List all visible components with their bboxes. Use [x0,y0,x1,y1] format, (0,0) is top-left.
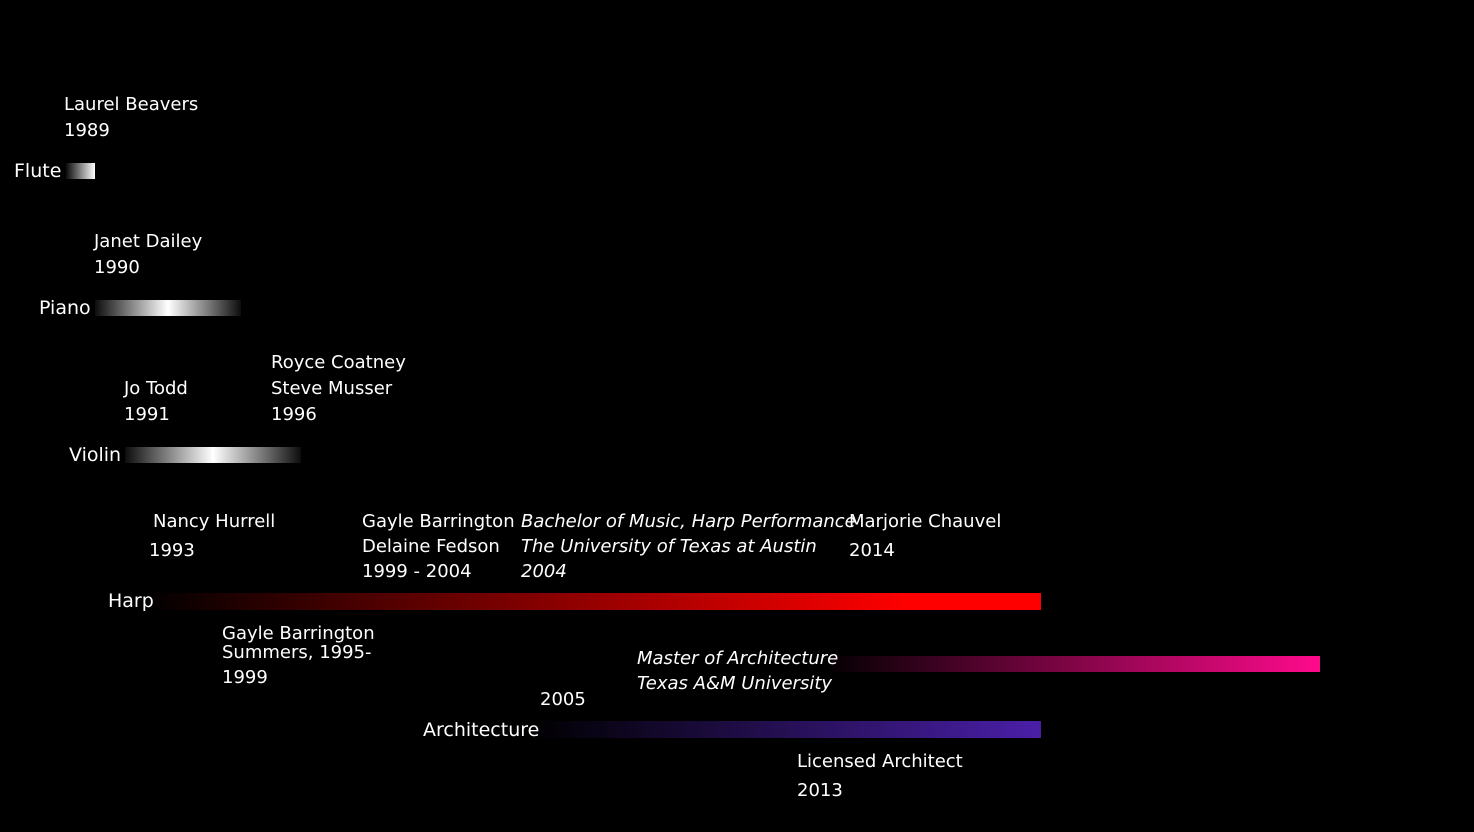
annotation-licensed-architect-year: 2013 [797,780,843,801]
annotation-janet-dailey: Janet Dailey 1990 [94,229,202,281]
row-label-harp: Harp [108,590,154,612]
annotation-jo-todd: Jo Todd 1991 [124,376,188,428]
bar-master-of-architecture [830,656,1320,672]
annotation-line: Royce Coatney [271,352,406,373]
annotation-gayle-delaine: Gayle Barrington Delaine Fedson 1999 - 2… [362,509,515,584]
annotation-line: 1990 [94,257,140,278]
annotation-licensed-architect-name: Licensed Architect [797,751,963,772]
annotation-line: 2004 [521,561,567,582]
annotation-marjorie-chauvel-name: Marjorie Chauvel [849,511,1002,532]
annotation-nancy-hurrell-year: 1993 [149,540,195,561]
annotation-bachelor-of-music: Bachelor of Music, Harp Performance The … [521,509,856,584]
annotation-line: Delaine Fedson [362,536,500,557]
annotation-line: Texas A&M University [637,673,833,694]
annotation-line: Summers, 1995- [222,642,372,663]
bar-violin [125,447,301,463]
annotation-line: 1999 [222,667,268,688]
row-label-architecture: Architecture [423,719,540,741]
annotation-line: The University of Texas at Austin [521,536,817,557]
annotation-royce-steve: Royce Coatney Steve Musser 1996 [271,350,406,428]
annotation-line: Janet Dailey [94,231,203,252]
annotation-line: 1989 [64,120,110,141]
row-label-piano: Piano [39,297,91,319]
annotation-line: Gayle Barrington [362,511,515,532]
annotation-line: Steve Musser [271,378,393,399]
annotation-line: Gayle Barrington [222,623,375,644]
row-label-violin: Violin [69,444,122,466]
annotation-marjorie-chauvel-year: 2014 [849,540,895,561]
annotation-laurel-beavers: Laurel Beavers 1989 [64,92,198,144]
bar-architecture [538,721,1041,738]
annotation-master-of-architecture: Master of Architecture Texas A&M Univers… [637,646,838,696]
annotation-line: Jo Todd [124,378,188,399]
annotation-line: 1996 [271,404,317,425]
annotation-gayle-summers: Gayle Barrington Summers, 1995- 1999 [222,622,375,689]
annotation-line: Bachelor of Music, Harp Performance [521,511,856,532]
annotation-line: 1999 - 2004 [362,561,472,582]
annotation-line: 1991 [124,404,170,425]
bar-flute [65,163,95,179]
bar-piano [95,300,241,316]
row-label-flute: Flute [14,160,62,182]
annotation-nancy-hurrell-name: Nancy Hurrell [153,511,276,532]
bar-harp [155,593,1041,610]
annotation-architecture-year: 2005 [540,689,586,710]
annotation-line: Laurel Beavers [64,94,199,115]
annotation-line: Master of Architecture [637,648,839,669]
